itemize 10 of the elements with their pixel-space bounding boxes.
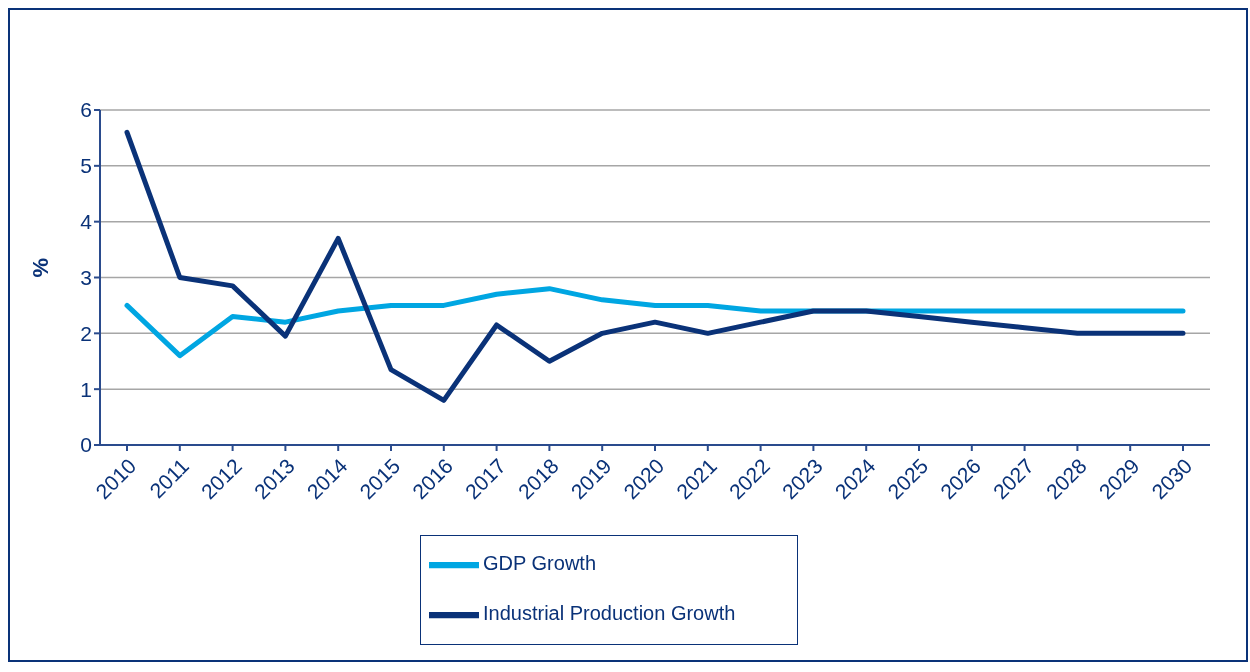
legend-label: Industrial Production Growth [483,602,736,625]
legend-label: GDP Growth [483,552,596,575]
y-axis-title: % [27,257,53,278]
y-tick-label: 6 [80,98,92,122]
y-tick-label: 1 [80,377,92,401]
y-tick-label: 3 [80,265,92,289]
y-tick-label: 2 [80,321,92,345]
y-tick-label: 0 [80,433,92,457]
y-tick-label: 4 [80,210,93,234]
y-tick-label: 5 [80,154,92,178]
